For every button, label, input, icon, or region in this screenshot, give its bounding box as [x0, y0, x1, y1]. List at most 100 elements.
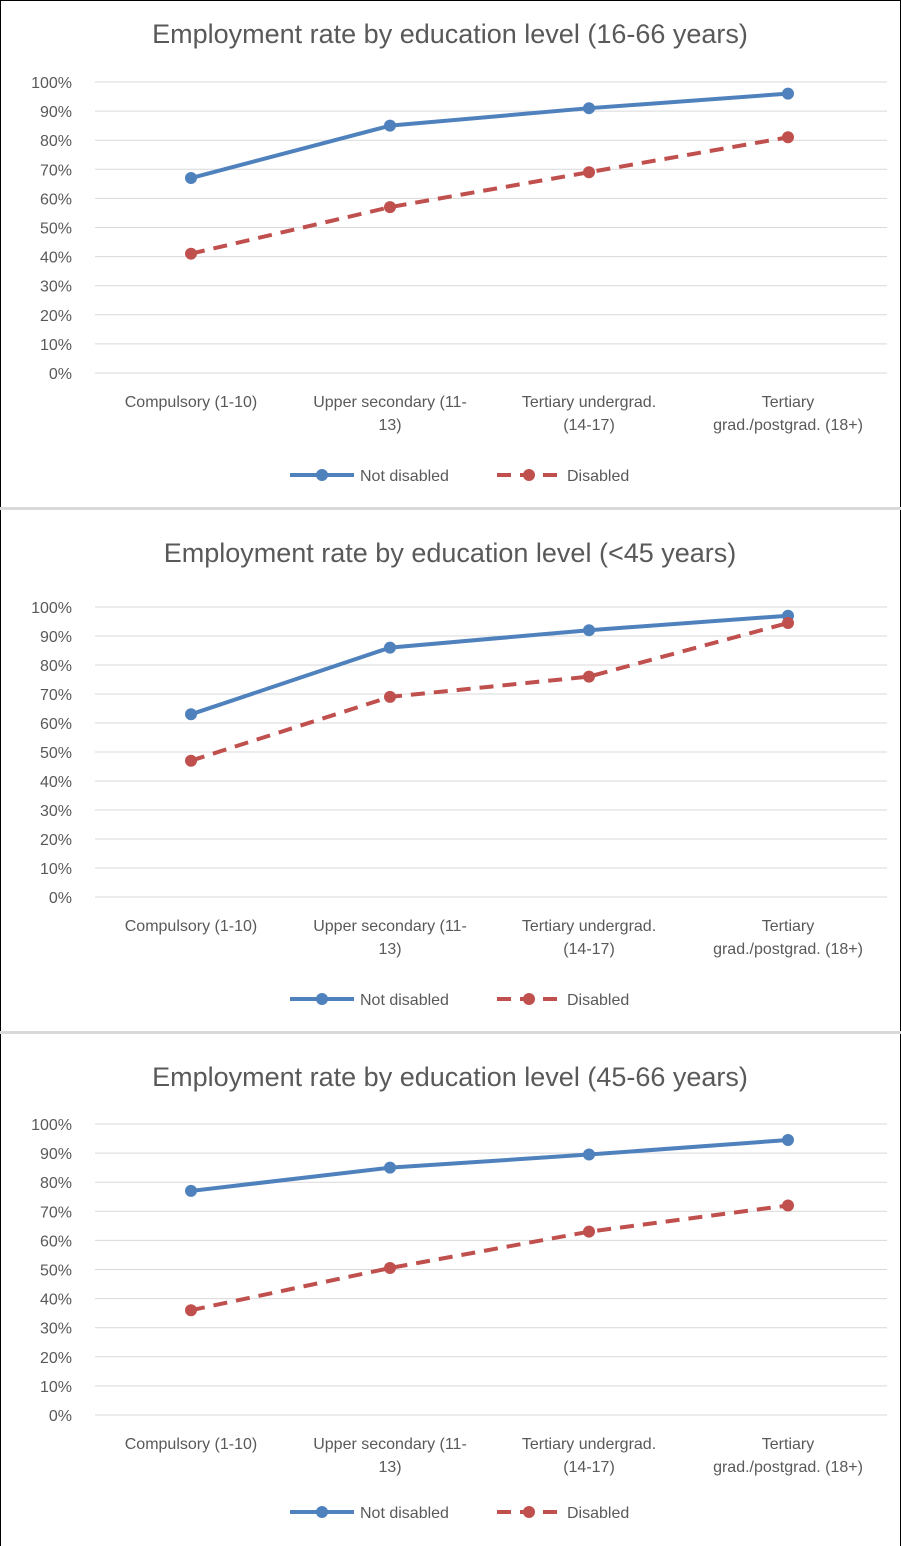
x-tick-label: Tertiary undergrad.	[522, 394, 656, 411]
y-tick-label: 20%	[40, 308, 72, 325]
data-point-disabled	[583, 1225, 595, 1238]
x-tick-label: Upper secondary (11-	[313, 918, 467, 935]
y-tick-label: 10%	[40, 1379, 72, 1396]
x-tick-label: Compulsory (1-10)	[125, 918, 257, 935]
chart-title: Employment rate by education level (45-6…	[152, 1062, 748, 1092]
y-tick-label: 50%	[40, 1263, 72, 1280]
x-tick-label: 13)	[378, 417, 401, 434]
legend-marker-disabled	[523, 1506, 535, 1518]
chart-svg-45-66: Employment rate by education level (45-6…	[0, 1034, 901, 1546]
y-tick-label: 0%	[49, 1408, 72, 1425]
series-line-not-disabled	[190, 91, 789, 180]
data-point-not-disabled	[185, 172, 197, 185]
data-point-not-disabled	[384, 641, 396, 654]
x-tick-label: Tertiary	[762, 918, 814, 935]
y-tick-label: 50%	[40, 221, 72, 238]
series-line-disabled	[190, 621, 789, 763]
data-point-not-disabled	[583, 624, 595, 637]
y-tick-label: 80%	[40, 133, 72, 150]
x-tick-label: grad./postgrad. (18+)	[713, 941, 863, 958]
x-tick-label: Tertiary	[762, 394, 814, 411]
data-point-not-disabled	[384, 119, 396, 132]
data-point-disabled	[384, 690, 396, 703]
chart-panel-45-66: Employment rate by education level (45-6…	[0, 1034, 901, 1546]
y-tick-label: 50%	[40, 745, 72, 762]
x-tick-label: 13)	[378, 1459, 401, 1476]
y-tick-label: 30%	[40, 1321, 72, 1338]
y-tick-label: 10%	[40, 337, 72, 354]
legend-label-disabled: Disabled	[567, 1505, 629, 1522]
x-tick-label: Upper secondary (11-	[313, 1436, 467, 1453]
data-point-not-disabled	[583, 102, 595, 115]
y-tick-label: 20%	[40, 1350, 72, 1367]
y-tick-label: 70%	[40, 162, 72, 179]
y-tick-label: 70%	[40, 1204, 72, 1221]
x-tick-label: Tertiary	[762, 1436, 814, 1453]
y-tick-label: 90%	[40, 1146, 72, 1163]
x-tick-label: grad./postgrad. (18+)	[713, 417, 863, 434]
legend-marker-disabled	[523, 469, 535, 481]
y-tick-label: 0%	[49, 366, 72, 383]
x-tick-label: (14-17)	[563, 417, 615, 434]
chart-title: Employment rate by education level (<45 …	[164, 538, 737, 568]
legend-label-not-disabled: Not disabled	[360, 992, 449, 1009]
chart-svg-16-66: Employment rate by education level (16-6…	[0, 0, 901, 510]
y-tick-label: 30%	[40, 803, 72, 820]
series-line-not-disabled	[190, 613, 789, 717]
legend-marker-disabled	[523, 993, 535, 1005]
y-tick-label: 90%	[40, 104, 72, 121]
x-tick-label: Tertiary undergrad.	[522, 918, 656, 935]
data-point-not-disabled	[782, 1134, 794, 1147]
y-tick-label: 40%	[40, 1292, 72, 1309]
y-tick-label: 70%	[40, 687, 72, 704]
data-point-not-disabled	[185, 1184, 197, 1197]
y-tick-label: 10%	[40, 861, 72, 878]
y-tick-label: 100%	[31, 600, 72, 617]
y-tick-label: 40%	[40, 774, 72, 791]
chart-panel-16-66: Employment rate by education level (16-6…	[0, 0, 901, 510]
data-point-not-disabled	[583, 1148, 595, 1161]
data-point-disabled	[185, 247, 197, 260]
data-point-not-disabled	[185, 708, 197, 721]
y-tick-label: 20%	[40, 832, 72, 849]
legend-label-not-disabled: Not disabled	[360, 1505, 449, 1522]
x-tick-label: 13)	[378, 941, 401, 958]
series-line-disabled	[190, 135, 789, 256]
legend-marker-not-disabled	[316, 469, 328, 481]
y-tick-label: 60%	[40, 191, 72, 208]
data-point-disabled	[583, 166, 595, 179]
y-tick-label: 90%	[40, 629, 72, 646]
data-point-not-disabled	[782, 87, 794, 100]
y-tick-label: 60%	[40, 716, 72, 733]
x-tick-label: Compulsory (1-10)	[125, 394, 257, 411]
x-tick-label: (14-17)	[563, 1459, 615, 1476]
data-point-disabled	[185, 1304, 197, 1317]
x-tick-label: Compulsory (1-10)	[125, 1436, 257, 1453]
y-tick-label: 40%	[40, 250, 72, 267]
chart-svg-under-45: Employment rate by education level (<45 …	[0, 510, 901, 1034]
legend-marker-not-disabled	[316, 993, 328, 1005]
y-tick-label: 30%	[40, 279, 72, 296]
y-tick-label: 0%	[49, 890, 72, 907]
data-point-disabled	[782, 131, 794, 144]
data-point-disabled	[384, 1262, 396, 1275]
legend-label-disabled: Disabled	[567, 468, 629, 485]
y-tick-label: 100%	[31, 75, 72, 92]
legend-label-disabled: Disabled	[567, 992, 629, 1009]
data-point-disabled	[384, 201, 396, 214]
x-tick-label: Tertiary undergrad.	[522, 1436, 656, 1453]
y-tick-label: 100%	[31, 1117, 72, 1134]
data-point-disabled	[782, 1199, 794, 1212]
chart-panel-under-45: Employment rate by education level (<45 …	[0, 510, 901, 1034]
data-point-disabled	[185, 754, 197, 767]
y-tick-label: 80%	[40, 658, 72, 675]
data-point-disabled	[583, 670, 595, 683]
x-tick-label: grad./postgrad. (18+)	[713, 1459, 863, 1476]
x-tick-label: (14-17)	[563, 941, 615, 958]
data-point-not-disabled	[384, 1161, 396, 1174]
legend-label-not-disabled: Not disabled	[360, 468, 449, 485]
legend-marker-not-disabled	[316, 1506, 328, 1518]
series-line-not-disabled	[190, 1138, 789, 1193]
x-tick-label: Upper secondary (11-	[313, 394, 467, 411]
y-tick-label: 80%	[40, 1175, 72, 1192]
